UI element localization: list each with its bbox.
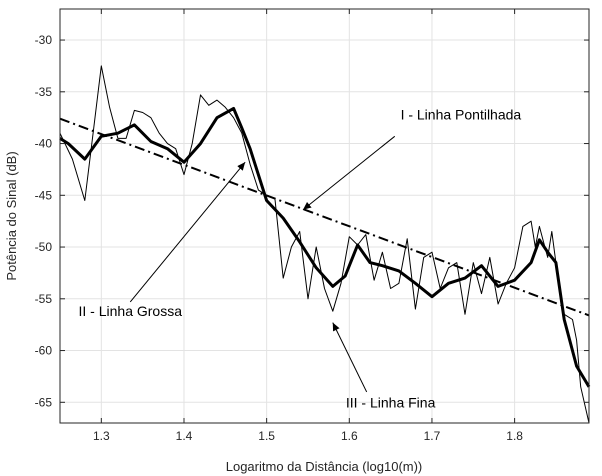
- y-axis-label: Potência do Sinal (dB): [4, 151, 19, 280]
- x-tick-label: 1.4: [176, 429, 193, 443]
- x-tick-label: 1.3: [93, 429, 110, 443]
- annotation-label: I - Linha Pontilhada: [401, 107, 522, 123]
- axis-ticks: 1.3 1.4 1.5 1.6 1.7 1.8 -30 -35 -40 -45 -50 -55 -60 -…: [35, 9, 589, 443]
- y-tick-label: -50: [35, 240, 53, 254]
- series-thick-line: [59, 106, 591, 388]
- y-tick-label: -30: [35, 33, 53, 47]
- y-tick-label: -40: [35, 137, 53, 151]
- y-tick-label: -55: [35, 292, 53, 306]
- series-group: [59, 65, 591, 424]
- annotation-arrow: [332, 322, 368, 393]
- y-tick-label: -65: [35, 395, 53, 409]
- x-tick-label: 1.8: [506, 429, 523, 443]
- series-thin-line: [59, 65, 590, 424]
- x-tick-label: 1.7: [424, 429, 441, 443]
- y-tick-label: -35: [35, 85, 53, 99]
- annotation-label: III - Linha Fina: [346, 394, 436, 410]
- plot-frame: [59, 8, 590, 424]
- grid: [60, 9, 589, 423]
- x-axis-label: Logaritmo da Distância (log10(m)): [226, 459, 423, 474]
- y-tick-label: -45: [35, 188, 53, 202]
- annotations: I - Linha Pontilhada II - Linha Grossa III…: [79, 107, 522, 411]
- annotation-arrow: [129, 161, 246, 303]
- annotation-arrow: [302, 135, 396, 211]
- annotation-label: II - Linha Grossa: [79, 303, 183, 319]
- y-tick-label: -60: [35, 344, 53, 358]
- x-tick-label: 1.6: [341, 429, 358, 443]
- series-dash-dot-line: [59, 117, 590, 317]
- x-tick-label: 1.5: [258, 429, 275, 443]
